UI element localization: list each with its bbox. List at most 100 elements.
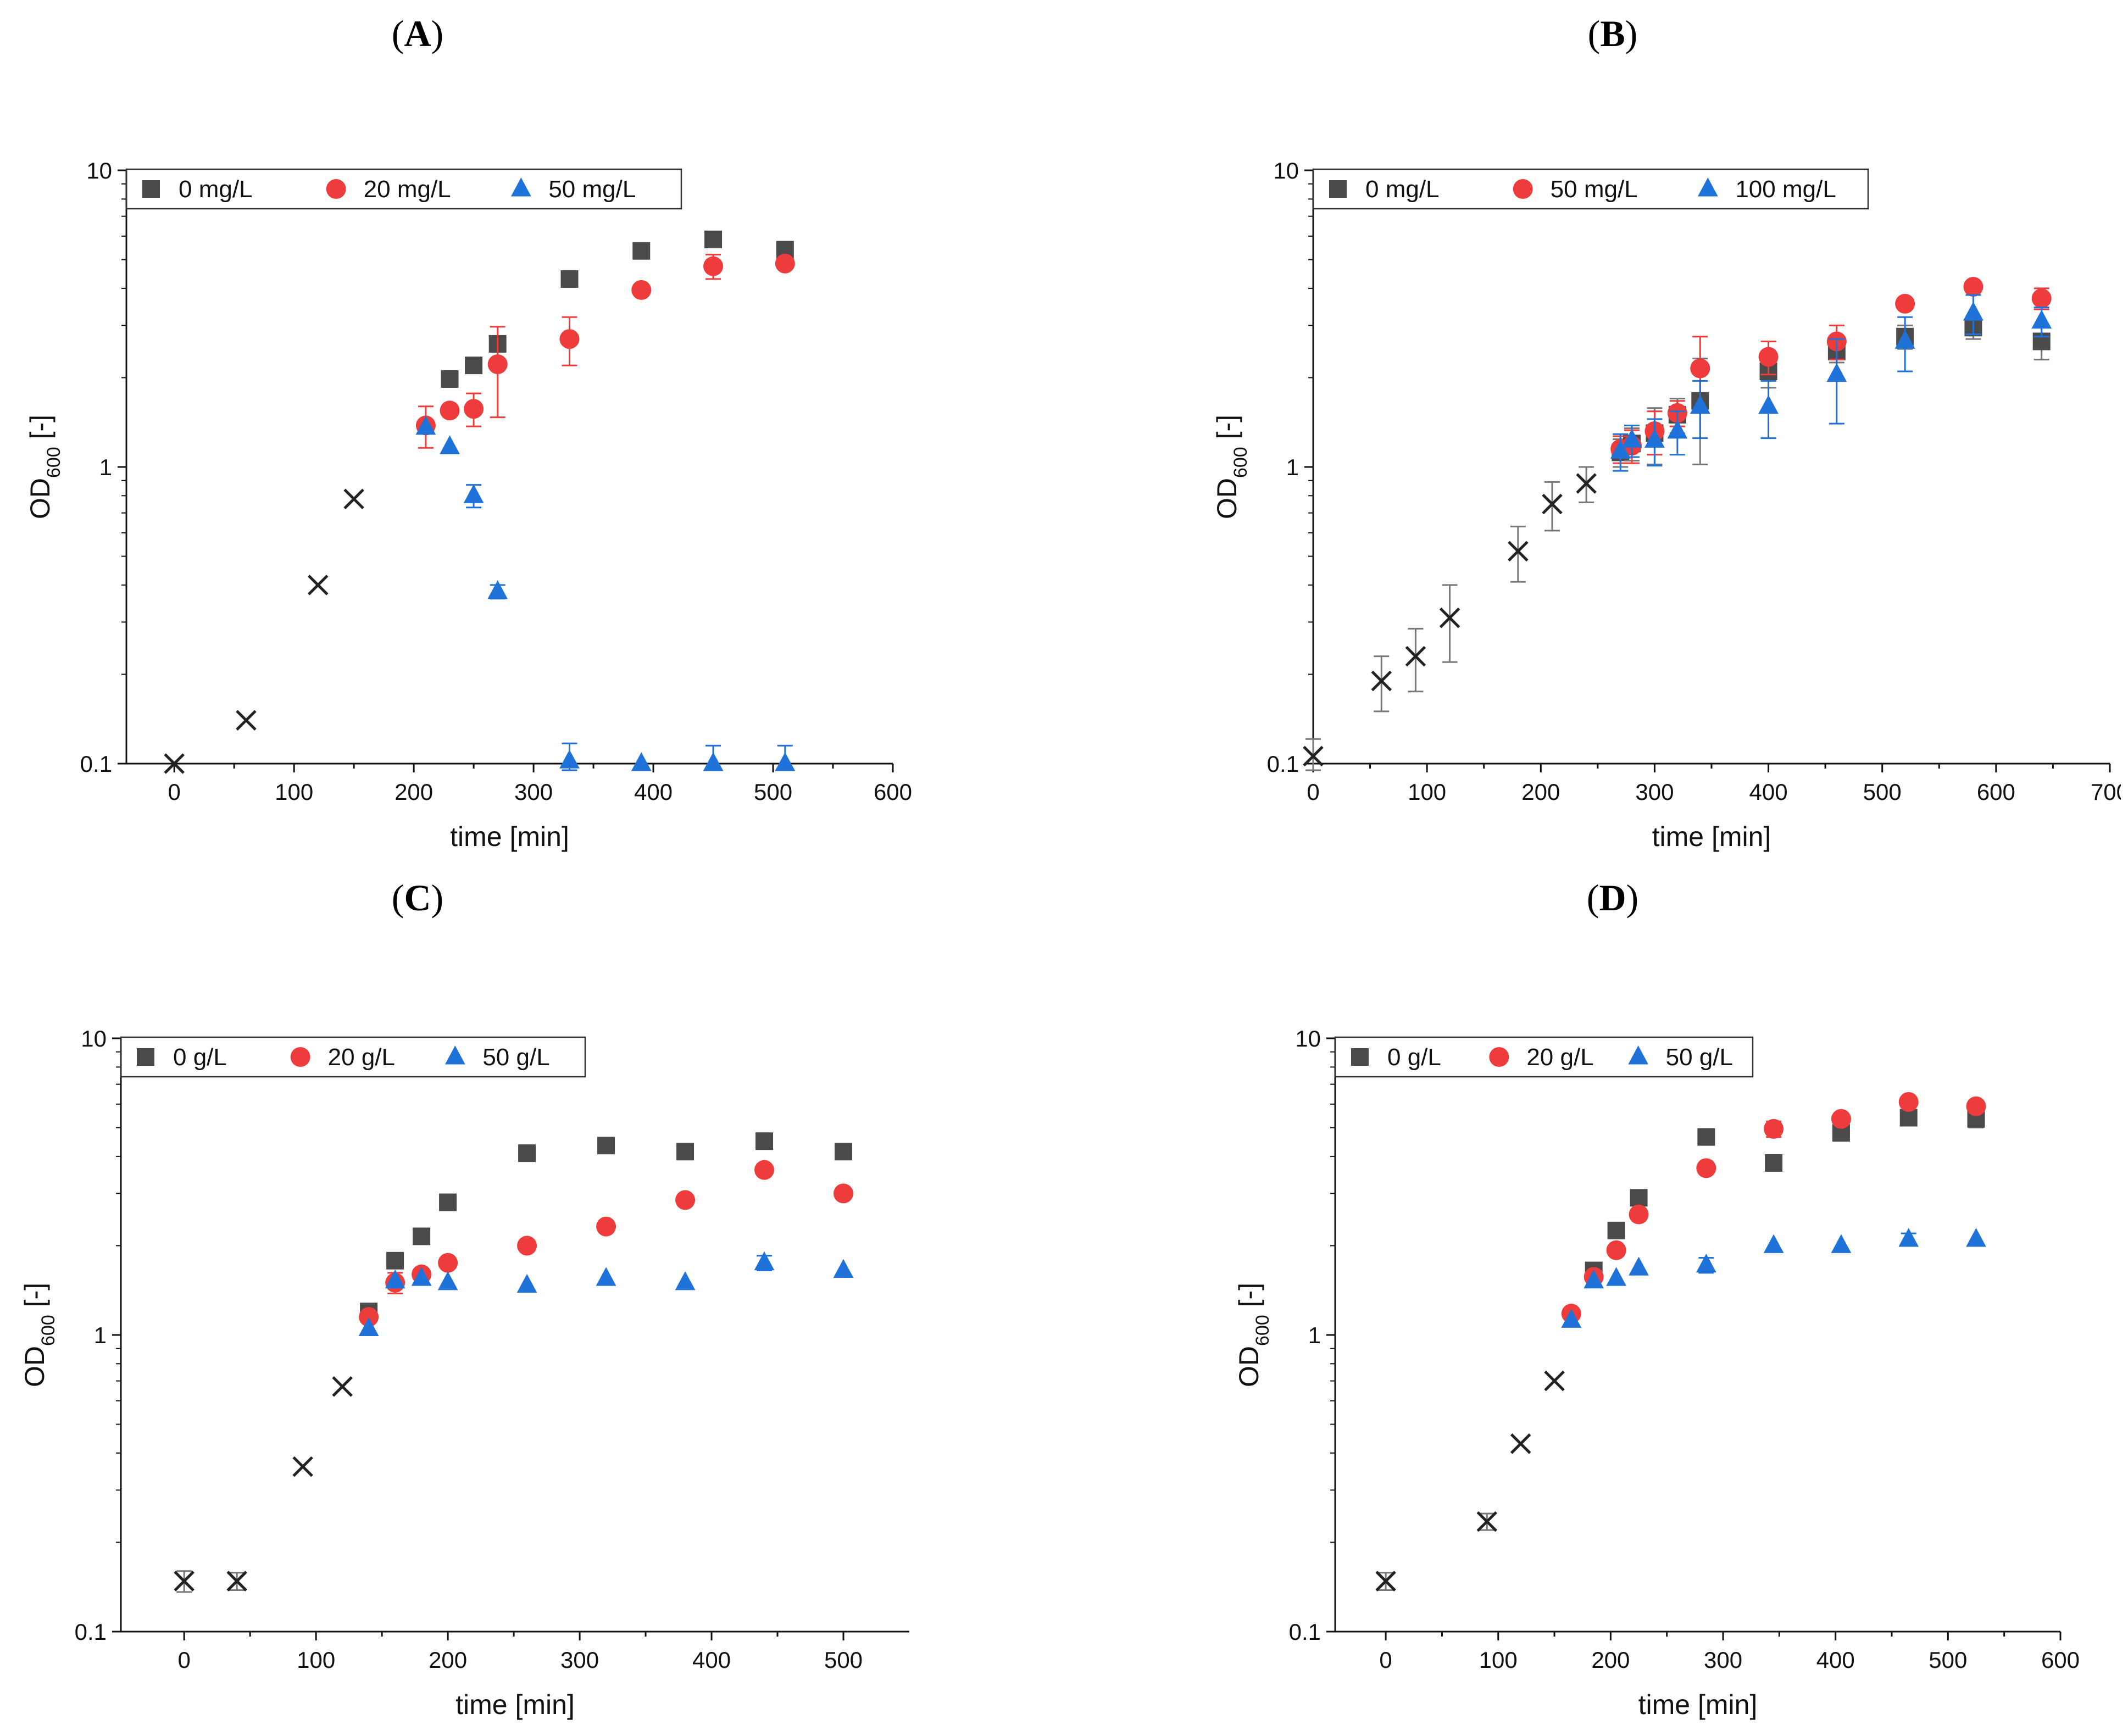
series-1-point bbox=[1606, 1240, 1626, 1260]
series-2-point bbox=[596, 1267, 616, 1286]
series-2-point bbox=[463, 484, 484, 503]
series-2-point bbox=[703, 752, 724, 771]
series-0-point bbox=[632, 242, 651, 260]
precondition-point bbox=[236, 710, 257, 731]
series-0-point bbox=[1697, 1128, 1715, 1146]
y-tick-label: 0.1 bbox=[1267, 751, 1299, 777]
precondition-point bbox=[1576, 473, 1597, 494]
legend-label: 20 g/L bbox=[328, 1044, 395, 1071]
precondition-point bbox=[332, 1376, 353, 1397]
precondition-point bbox=[1405, 646, 1426, 667]
x-tick-label: 0 bbox=[1307, 779, 1319, 805]
legend-label: 50 g/L bbox=[482, 1044, 549, 1071]
x-tick-label: 500 bbox=[754, 779, 792, 805]
series-0-point bbox=[1630, 1189, 1648, 1207]
panel-label-d: (D) bbox=[1586, 877, 1639, 919]
series-2-point bbox=[1667, 420, 1688, 439]
x-tick-label: 200 bbox=[429, 1647, 467, 1673]
series-2-point bbox=[754, 1251, 775, 1271]
y-tick-label: 0.1 bbox=[80, 751, 112, 777]
x-tick-label: 300 bbox=[514, 779, 553, 805]
series-0-point bbox=[1765, 1154, 1783, 1172]
series-2-point bbox=[385, 1269, 405, 1289]
series-1-point bbox=[596, 1216, 616, 1237]
series-0-point bbox=[439, 1193, 457, 1211]
series-2-point bbox=[1966, 1228, 1986, 1247]
series-1-point bbox=[438, 1253, 458, 1273]
series-1-point bbox=[675, 1190, 696, 1210]
x-tick-label: 700 bbox=[2091, 779, 2121, 805]
precondition-point bbox=[1439, 607, 1460, 628]
legend-label: 50 g/L bbox=[1666, 1044, 1733, 1071]
series-2-point bbox=[437, 1271, 458, 1290]
series-0-point bbox=[560, 270, 579, 288]
series-2-point bbox=[1826, 363, 1847, 382]
series-2-point bbox=[1898, 1228, 1919, 1247]
y-tick-label: 1 bbox=[1286, 454, 1299, 480]
series-1-point bbox=[1963, 276, 1983, 297]
y-tick-label: 0.1 bbox=[75, 1619, 107, 1645]
series-2-point bbox=[1690, 394, 1710, 414]
series-0-point bbox=[676, 1143, 694, 1161]
series-0-point bbox=[1607, 1221, 1625, 1239]
series-1-point bbox=[1690, 358, 1710, 379]
panel-label-a: (A) bbox=[391, 13, 444, 54]
series-2-point bbox=[833, 1259, 854, 1278]
series-1-point bbox=[631, 280, 652, 300]
y-tick-label: 1 bbox=[94, 1322, 107, 1348]
series-1-point bbox=[1758, 347, 1779, 367]
series-2-point bbox=[1831, 1234, 1852, 1253]
series-1-point bbox=[1895, 293, 1915, 314]
series-0-point bbox=[704, 230, 723, 248]
x-tick-label: 400 bbox=[634, 779, 673, 805]
y-axis-label: OD600 [-] bbox=[19, 1283, 59, 1387]
series-2-point bbox=[675, 1271, 696, 1290]
series-1-point bbox=[1696, 1158, 1716, 1178]
series-2-point bbox=[1561, 1309, 1582, 1328]
x-tick-label: 200 bbox=[395, 779, 433, 805]
series-1-point bbox=[464, 399, 484, 419]
series-1-point bbox=[440, 400, 460, 421]
series-2-point bbox=[1963, 302, 1983, 321]
series-0-point bbox=[835, 1143, 853, 1161]
series-1-point bbox=[703, 256, 724, 276]
series-1-point bbox=[1898, 1092, 1919, 1112]
series-1-point bbox=[359, 1307, 379, 1327]
legend-marker-0 bbox=[1329, 180, 1347, 198]
series-2-point bbox=[440, 435, 460, 454]
precondition-point bbox=[164, 753, 185, 774]
series-2-point bbox=[1644, 429, 1665, 448]
panel-label-b: (B) bbox=[1587, 13, 1638, 54]
series-1-point bbox=[1831, 1109, 1851, 1129]
series-2-point bbox=[1696, 1253, 1716, 1273]
x-tick-label: 600 bbox=[1977, 779, 2015, 805]
legend-label: 20 g/L bbox=[1526, 1044, 1593, 1071]
x-tick-label: 300 bbox=[1704, 1647, 1742, 1673]
legend-box bbox=[125, 168, 682, 210]
x-tick-label: 400 bbox=[1749, 779, 1788, 805]
chart-panel-d: 0 100 200 300 400 500 600 0.1 1 10 time [min] OD600… bbox=[1234, 1026, 2080, 1720]
legend-marker-1 bbox=[1513, 179, 1533, 199]
series-2-point bbox=[1610, 439, 1631, 459]
series-1-point bbox=[834, 1183, 854, 1204]
legend-label: 100 mg/L bbox=[1735, 176, 1836, 203]
chart-panel-c: 0 100 200 300 400 500 0.1 1 10 time [min] OD600 [-… bbox=[19, 1026, 909, 1720]
precondition-point bbox=[1510, 1433, 1531, 1454]
legend-label: 50 mg/L bbox=[548, 176, 636, 203]
legend-marker-1 bbox=[290, 1047, 310, 1067]
legend-label: 20 mg/L bbox=[364, 176, 451, 203]
series-2-point bbox=[631, 752, 652, 771]
precondition-point bbox=[1544, 1370, 1565, 1392]
series-1-point bbox=[1629, 1204, 1649, 1225]
chart-panel-a: 0 100 200 300 400 500 600 0.1 1 10 time [min] OD600… bbox=[25, 158, 912, 852]
legend-label: 0 g/L bbox=[1387, 1044, 1441, 1071]
x-axis-label: time [min] bbox=[1652, 821, 1771, 852]
legend: 0 g/L 20 g/L 50 g/L bbox=[120, 1036, 586, 1078]
legend-marker-2 bbox=[1628, 1045, 1649, 1065]
y-axis-label: OD600 [-] bbox=[1212, 415, 1251, 519]
precondition-point bbox=[1375, 1571, 1396, 1592]
precondition-point bbox=[292, 1456, 313, 1477]
legend-marker-2 bbox=[510, 177, 531, 197]
series-1-point bbox=[1966, 1096, 1986, 1116]
x-tick-label: 300 bbox=[1635, 779, 1674, 805]
